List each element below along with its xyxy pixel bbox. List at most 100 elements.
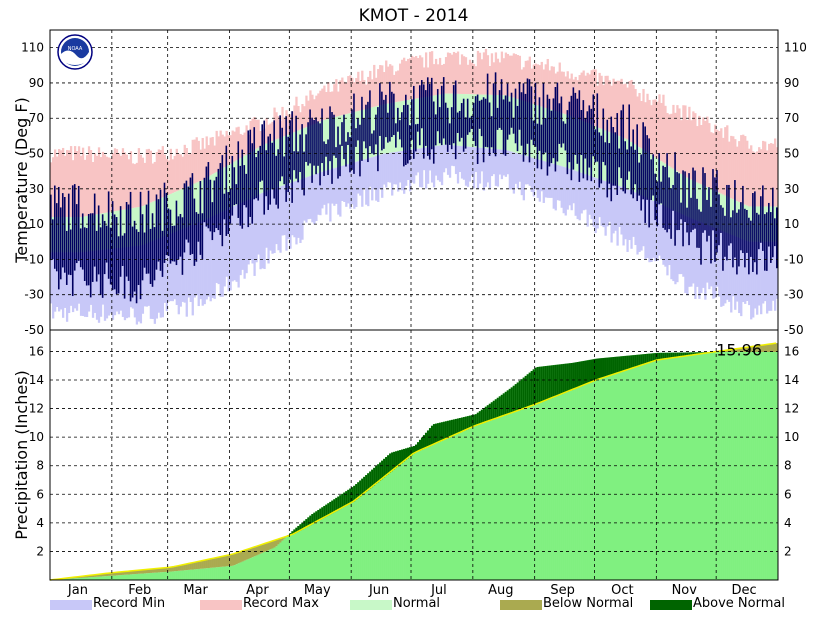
record-max-bar (371, 79, 374, 108)
record-min-bar (379, 154, 382, 189)
observed-temp-bar (486, 73, 489, 148)
record-min-bar (716, 228, 719, 287)
observed-temp-bar (99, 227, 102, 295)
precip-observed-bar (115, 575, 119, 580)
precip-above-normal-bar (604, 357, 607, 378)
precip-observed-bar (137, 573, 141, 580)
observed-temp-bar (632, 129, 634, 199)
precip-tick-right: 2 (784, 544, 792, 558)
precip-above-normal-bar (520, 379, 524, 410)
observed-temp-bar (604, 142, 607, 166)
precip-observed-bar (197, 568, 200, 580)
record-max-bar (746, 140, 749, 206)
normal-band-bar (123, 209, 127, 248)
observed-temp-bar (313, 119, 315, 166)
precip-below-normal-bar (267, 542, 270, 551)
record-min-bar (632, 191, 635, 237)
record-max-bar (616, 80, 619, 136)
record-max-bar (193, 139, 196, 184)
record-min-bar (662, 205, 665, 265)
precip-observed-bar (432, 424, 436, 580)
precip-observed-bar (201, 568, 204, 580)
record-min-bar (642, 196, 645, 247)
precip-observed-bar (401, 449, 404, 580)
precip-observed-bar (608, 357, 611, 580)
precip-above-normal-bar (333, 499, 336, 513)
record-max-bar (233, 131, 236, 162)
precip-observed-bar (373, 467, 376, 580)
precip-above-normal-bar (526, 374, 529, 408)
normal-band-bar (117, 210, 121, 248)
record-max-bar (397, 70, 400, 102)
record-max-bar (65, 150, 69, 218)
precip-above-normal-bar (409, 447, 412, 457)
observed-temp-bar (361, 96, 363, 161)
record-min-bar (608, 182, 611, 222)
observed-temp-bar (305, 134, 307, 162)
observed-temp-bar (520, 92, 523, 146)
precip-below-normal-bar (283, 537, 286, 539)
record-max-bar (83, 159, 87, 217)
observed-temp-bar (301, 124, 303, 190)
precip-observed-bar (79, 577, 83, 580)
precip-above-normal-bar (652, 353, 655, 362)
precip-below-normal-bar (225, 555, 228, 567)
observed-temp-bar (660, 181, 662, 204)
observed-temp-bar (754, 191, 756, 263)
record-min-bar (754, 241, 757, 309)
record-min-bar (730, 234, 733, 313)
precip-above-normal-bar (375, 466, 378, 484)
observed-temp-bar (307, 122, 309, 166)
precip-below-normal-bar (726, 350, 729, 352)
precip-above-normal-bar (506, 390, 510, 415)
precip-observed-bar (181, 570, 184, 580)
precip-observed-bar (87, 577, 91, 580)
normal-band-bar (153, 200, 157, 241)
precip-above-normal-bar (383, 458, 386, 478)
precip-observed-bar (692, 352, 695, 580)
precip-below-normal-bar (135, 570, 139, 574)
record-min-bar (349, 163, 352, 209)
observed-temp-bar (426, 77, 429, 156)
record-max-bar (508, 55, 512, 97)
precip-above-normal-bar (648, 353, 651, 363)
precip-observed-bar (560, 364, 563, 580)
record-min-bar (674, 211, 677, 285)
record-max-bar (512, 53, 516, 98)
record-min-bar (267, 190, 270, 264)
observed-temp-bar (494, 72, 497, 157)
precip-observed-bar (127, 574, 131, 580)
record-min-bar (231, 206, 234, 282)
record-min-bar (305, 177, 308, 223)
record-max-bar (532, 64, 535, 105)
precip-observed-bar (542, 366, 545, 580)
record-max-bar (127, 159, 131, 209)
precip-below-normal-bar (193, 562, 196, 570)
record-max-bar (165, 158, 168, 196)
observed-temp-bar (468, 117, 471, 133)
record-min-bar (660, 204, 663, 260)
record-max-bar (516, 55, 520, 100)
normal-band-bar (181, 188, 184, 229)
precip-observed-bar (81, 577, 85, 580)
precip-observed-bar (730, 352, 733, 580)
record-max-bar (185, 148, 188, 187)
record-max-bar (345, 82, 348, 115)
observed-temp-bar (91, 213, 94, 282)
record-max-bar (95, 155, 99, 215)
record-min-bar (554, 164, 557, 211)
precip-above-normal-bar (538, 366, 541, 403)
record-min-bar (73, 252, 77, 309)
record-min-bar (155, 239, 159, 319)
precip-below-normal-bar (131, 570, 135, 575)
record-min-bar (458, 145, 462, 173)
precip-observed-bar (199, 568, 202, 580)
precip-observed-bar (742, 352, 745, 580)
record-min-bar (548, 162, 551, 198)
precip-below-normal-bar (770, 343, 773, 352)
precip-observed-bar (654, 353, 657, 580)
observed-temp-bar (127, 204, 130, 281)
record-max-bar (101, 151, 105, 214)
observed-temp-bar (135, 229, 138, 304)
record-min-bar (253, 196, 256, 276)
